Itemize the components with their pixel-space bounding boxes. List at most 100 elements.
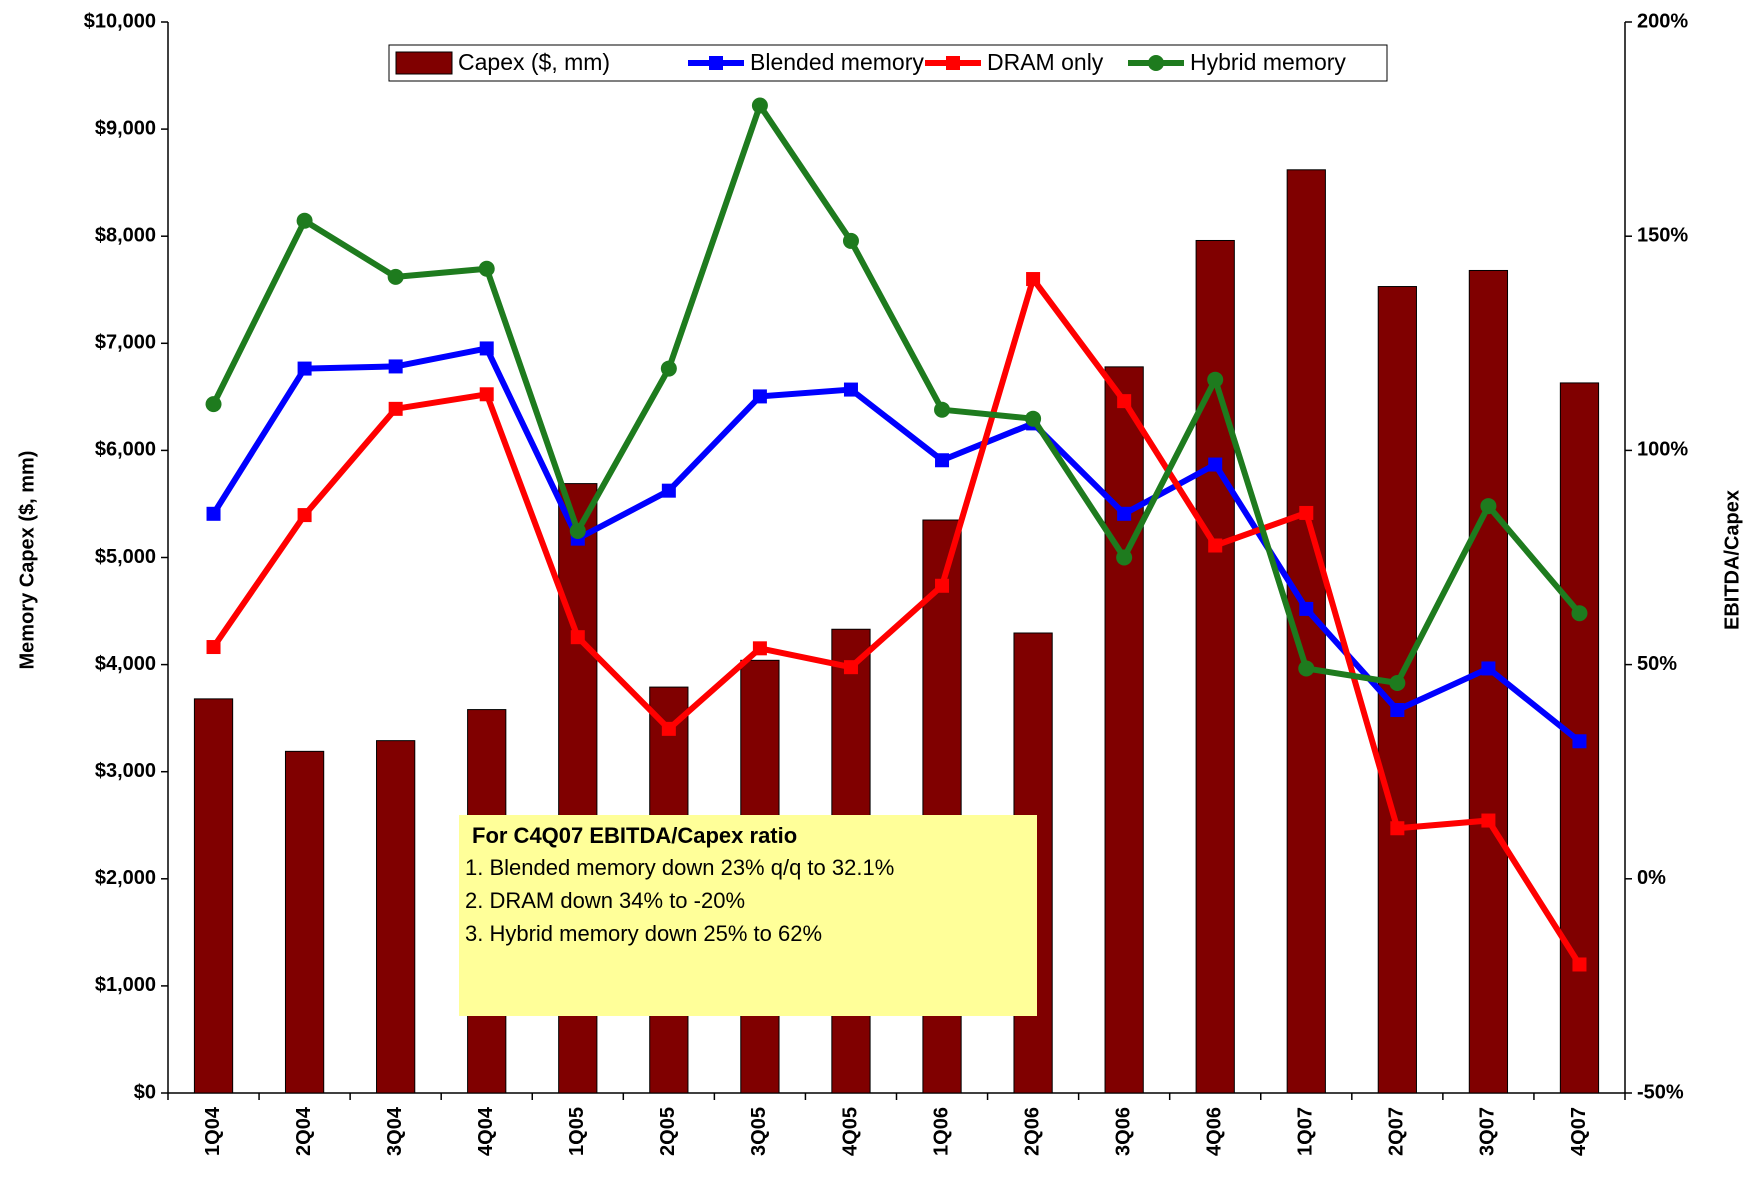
y-tick-label: $8,000 (95, 224, 156, 246)
y-tick-label: $6,000 (95, 439, 156, 461)
marker (843, 382, 858, 397)
annotation-line: 3. Hybrid memory down 25% to 62% (465, 921, 822, 946)
y-tick-label: $0 (134, 1081, 156, 1103)
x-tick-label: 2Q04 (293, 1106, 315, 1156)
line (210, 102, 1582, 687)
y-tick-label: $7,000 (95, 332, 156, 354)
y-tick-label: $10,000 (84, 10, 156, 32)
marker (1390, 821, 1405, 836)
y2-tick-label: 50% (1637, 653, 1677, 675)
legend-label: Hybrid memory (1190, 49, 1346, 75)
marker (1299, 505, 1314, 520)
x-tick-label: 1Q07 (1295, 1107, 1317, 1156)
y-axis-title: Memory Capex ($, mm) (16, 451, 38, 670)
marker (1480, 498, 1497, 515)
marker (388, 359, 403, 374)
marker (1481, 661, 1496, 676)
marker (843, 660, 858, 675)
x-tick-label: 4Q05 (839, 1107, 861, 1156)
marker (479, 387, 494, 402)
y2-tick-label: 100% (1637, 439, 1688, 461)
marker (1571, 605, 1588, 622)
legend-box (388, 44, 1388, 82)
legend-label: Capex ($, mm) (458, 49, 610, 75)
marker (206, 640, 221, 655)
legend-marker (1148, 55, 1164, 71)
marker (478, 260, 495, 277)
x-tick-label: 1Q04 (202, 1106, 224, 1156)
marker (751, 97, 768, 114)
marker (1389, 675, 1406, 692)
y2-axis-title: EBITDA/Capex (1721, 490, 1743, 630)
marker (935, 578, 950, 593)
legend-swatch (395, 51, 453, 75)
marker (569, 522, 586, 539)
marker (752, 641, 767, 656)
bar (1104, 366, 1144, 1094)
y2-tick-label: 0% (1637, 867, 1666, 889)
marker (1390, 703, 1405, 718)
marker (479, 341, 494, 356)
marker (1117, 506, 1132, 521)
marker (1298, 660, 1315, 677)
marker (1207, 371, 1224, 388)
legend-label: DRAM only (987, 49, 1104, 75)
y2-tick-label: 200% (1637, 10, 1688, 32)
marker (661, 721, 676, 736)
x-tick-label: 4Q06 (1204, 1107, 1226, 1156)
y2-tick-label: -50% (1637, 1081, 1684, 1103)
marker (387, 268, 404, 285)
legend-label: Blended memory (750, 49, 924, 75)
bar (284, 750, 325, 1094)
x-tick-label: 2Q06 (1021, 1107, 1043, 1156)
annotation: For C4Q07 EBITDA/Capex ratio 1. Blended m… (459, 815, 1037, 1016)
marker (660, 360, 677, 377)
marker (1116, 549, 1133, 566)
bar (376, 740, 416, 1094)
marker (205, 396, 222, 413)
y2-tick-label: 150% (1637, 224, 1688, 246)
marker (1481, 813, 1496, 828)
y-tick-label: $1,000 (95, 974, 156, 996)
y-tick-label: $4,000 (95, 653, 156, 675)
marker (1025, 410, 1042, 427)
x-tick-label: 3Q05 (748, 1107, 770, 1156)
marker (1208, 457, 1223, 472)
x-tick-label: 3Q07 (1477, 1107, 1499, 1156)
marker (661, 483, 676, 498)
x-tick-label: 3Q06 (1112, 1107, 1134, 1156)
y-tick-label: $5,000 (95, 546, 156, 568)
marker (935, 453, 950, 468)
marker (1117, 394, 1132, 409)
x-tick-label: 2Q05 (657, 1107, 679, 1156)
line (210, 345, 1582, 744)
annotation-line: 1. Blended memory down 23% q/q to 32.1% (465, 855, 894, 880)
y-tick-label: $2,000 (95, 867, 156, 889)
marker (934, 401, 951, 418)
x-tick-label: 1Q05 (566, 1107, 588, 1156)
marker (388, 401, 403, 416)
marker (1026, 272, 1041, 287)
legend-marker (946, 56, 960, 70)
annotation-box (459, 815, 1037, 1016)
marker (297, 361, 312, 376)
x-tick-label: 2Q07 (1386, 1107, 1408, 1156)
x-tick-label: 1Q06 (930, 1107, 952, 1156)
y-tick-label: $3,000 (95, 760, 156, 782)
annotation-line: 2. DRAM down 34% to -20% (465, 888, 745, 913)
legend: Capex ($, mm) Blended memory DRAM only Hybr… (388, 44, 1388, 82)
marker (570, 630, 585, 645)
marker (1208, 538, 1223, 553)
marker (1299, 601, 1314, 616)
marker (206, 506, 221, 521)
marker (297, 508, 312, 523)
marker (1572, 734, 1587, 749)
marker (752, 389, 767, 404)
x-tick-label: 4Q07 (1568, 1107, 1590, 1156)
x-tick-label: 4Q04 (475, 1106, 497, 1156)
bar (193, 698, 234, 1094)
bar (1195, 239, 1235, 1094)
marker (296, 212, 313, 229)
